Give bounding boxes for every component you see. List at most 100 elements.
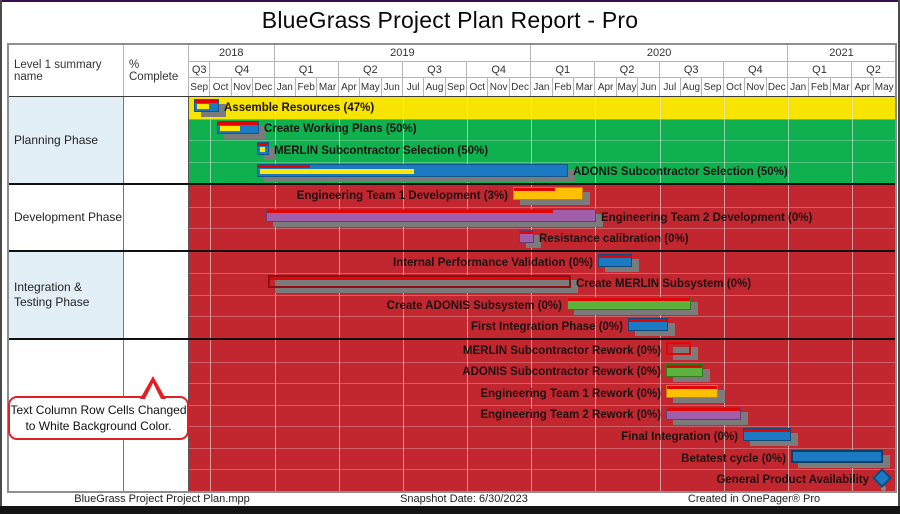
year-cell: 2021 <box>788 45 895 62</box>
task-bar[interactable] <box>519 230 534 244</box>
months-row: Sep Oct Nov Dec Jan Feb Mar Apr May Jun Jul Aug Sep O… <box>189 78 895 96</box>
group-timeline: Internal Performance Validation (0%) Crea… <box>189 251 895 339</box>
year-cell: 2018 <box>189 45 275 62</box>
group-timeline: Engineering Team 1 Development (3%) Engin… <box>189 185 895 250</box>
baseline-marker <box>667 364 702 368</box>
task-row: Internal Performance Validation (0%) <box>189 251 895 274</box>
task-row: Create ADONIS Subsystem (0%) <box>189 294 895 317</box>
baseline-marker <box>629 319 667 323</box>
task-label: Betatest cycle (0%) <box>681 452 786 465</box>
header-level1-summary: Level 1 summary name <box>9 45 124 96</box>
group-timeline: MERLIN Subcontractor Rework (0%) ADONIS S… <box>189 340 895 491</box>
callout-text-line2: to White Background Color. <box>25 419 172 433</box>
task-row: Engineering Team 2 Rework (0%) <box>189 404 895 427</box>
task-bar[interactable] <box>743 428 791 442</box>
table-header: Level 1 summary name % Complete 2018 2019… <box>9 45 895 97</box>
task-bar[interactable] <box>266 208 596 222</box>
baseline-marker <box>667 407 740 411</box>
baseline-marker <box>744 429 790 433</box>
quarter-cell: Q4 <box>210 61 275 79</box>
month-cell: Oct <box>724 78 746 96</box>
window-right-border <box>898 0 900 514</box>
group-name-cell: Planning Phase <box>9 97 124 184</box>
task-bar[interactable] <box>217 120 259 134</box>
progress-fill <box>197 104 209 109</box>
task-bar[interactable] <box>666 385 718 399</box>
quarter-cell: Q3 <box>189 61 211 79</box>
quarter-cell: Q1 <box>531 61 596 79</box>
baseline-marker <box>195 100 218 103</box>
quarter-cell: Q2 <box>852 62 895 79</box>
quarters-row: Q3 Q4 Q1 Q2 Q3 Q4 Q1 Q2 Q3 Q4 Q1 Q2 <box>189 61 895 79</box>
month-cell: May <box>360 78 382 96</box>
month-cell: Aug <box>424 78 446 96</box>
task-row: MERLIN Subcontractor Selection (50%) <box>189 140 895 162</box>
month-cell: Mar <box>574 78 596 96</box>
month-cell: Feb <box>809 78 831 96</box>
month-cell: Sep <box>189 78 211 96</box>
task-row: Engineering Team 1 Development (3%) <box>189 185 895 207</box>
task-bar[interactable] <box>598 253 632 267</box>
gantt-table: Level 1 summary name % Complete 2018 2019… <box>7 43 897 493</box>
task-bar[interactable] <box>666 406 741 420</box>
month-cell: Apr <box>339 78 361 96</box>
month-cell: Dec <box>253 78 275 96</box>
task-bar[interactable] <box>513 187 583 201</box>
task-row: Assemble Resources (47%) <box>189 97 895 119</box>
task-bar[interactable] <box>567 296 691 310</box>
baseline-marker <box>218 121 258 125</box>
group-name-cell: Development Phase <box>9 185 124 250</box>
task-label: MERLIN Subcontractor Selection (50%) <box>274 144 489 157</box>
baseline-marker <box>258 143 268 147</box>
task-row: Resistance calibration (0%) <box>189 228 895 250</box>
quarter-cell: Q2 <box>338 61 403 79</box>
task-label: First Integration Phase (0%) <box>470 321 623 334</box>
callout-text-line1: Text Column Row Cells Changed <box>10 403 187 417</box>
baseline-marker <box>514 188 555 192</box>
task-label: ADONIS Subcontractor Selection (50%) <box>573 166 788 179</box>
quarter-cell: Q1 <box>787 61 853 79</box>
task-label: Engineering Team 1 Development (3%) <box>296 189 508 202</box>
task-row: General Product Availability <box>189 468 895 491</box>
group-pct-cell <box>124 97 189 184</box>
task-bar[interactable] <box>257 163 568 177</box>
group-timeline: Assemble Resources (47%) Create Working P… <box>189 97 895 184</box>
month-cell: Oct <box>210 78 232 96</box>
task-bar[interactable] <box>257 142 269 156</box>
task-bar[interactable] <box>628 318 668 332</box>
task-row: ADONIS Subcontractor Selection (50%) <box>189 161 895 184</box>
phase-group: MERLIN Subcontractor Rework (0%) ADONIS S… <box>9 338 895 491</box>
baseline-marker <box>258 164 310 168</box>
progress-fill <box>260 168 414 174</box>
task-label: Engineering Team 2 Rework (0%) <box>480 409 661 422</box>
progress-fill <box>220 125 240 131</box>
quarter-cell: Q2 <box>595 61 660 79</box>
task-bar[interactable] <box>791 449 883 463</box>
group-name-cell: Integration & Testing Phase <box>9 251 124 339</box>
task-bar[interactable] <box>268 275 571 289</box>
timeline-header: 2018 2019 2020 2021 Q3 Q4 Q1 Q2 Q3 Q4 Q1 Q2 Q3 Q4 Q1 Q… <box>189 45 895 96</box>
task-bar[interactable] <box>666 363 703 377</box>
callout-annotation[interactable]: Text Column Row Cells Changed to White B… <box>8 375 189 440</box>
month-cell: Dec <box>510 78 532 96</box>
footer-file-name: BlueGrass Project Project Plan.mpp <box>74 493 250 505</box>
task-bar[interactable] <box>194 99 219 112</box>
quarter-cell: Q3 <box>659 61 724 79</box>
month-cell: Jan <box>788 78 810 96</box>
month-cell: Nov <box>745 78 767 96</box>
baseline-marker <box>270 277 569 281</box>
month-cell: Oct <box>467 78 489 96</box>
task-label: Engineering Team 1 Rework (0%) <box>480 387 661 400</box>
task-label: Create Working Plans (50%) <box>264 123 417 136</box>
month-cell: Mar <box>831 78 853 96</box>
month-cell: Feb <box>553 78 575 96</box>
milestone-diamond[interactable] <box>872 468 892 489</box>
task-label: Engineering Team 2 Development (0%) <box>601 211 813 224</box>
quarter-cell: Q1 <box>274 61 339 79</box>
year-cell: 2020 <box>531 45 788 62</box>
task-row: ADONIS Subcontractor Rework (0%) <box>189 361 895 384</box>
month-cell: Feb <box>296 78 318 96</box>
window-bottom-border <box>0 506 900 514</box>
task-label: MERLIN Subcontractor Rework (0%) <box>462 344 661 357</box>
task-bar[interactable] <box>666 342 691 356</box>
